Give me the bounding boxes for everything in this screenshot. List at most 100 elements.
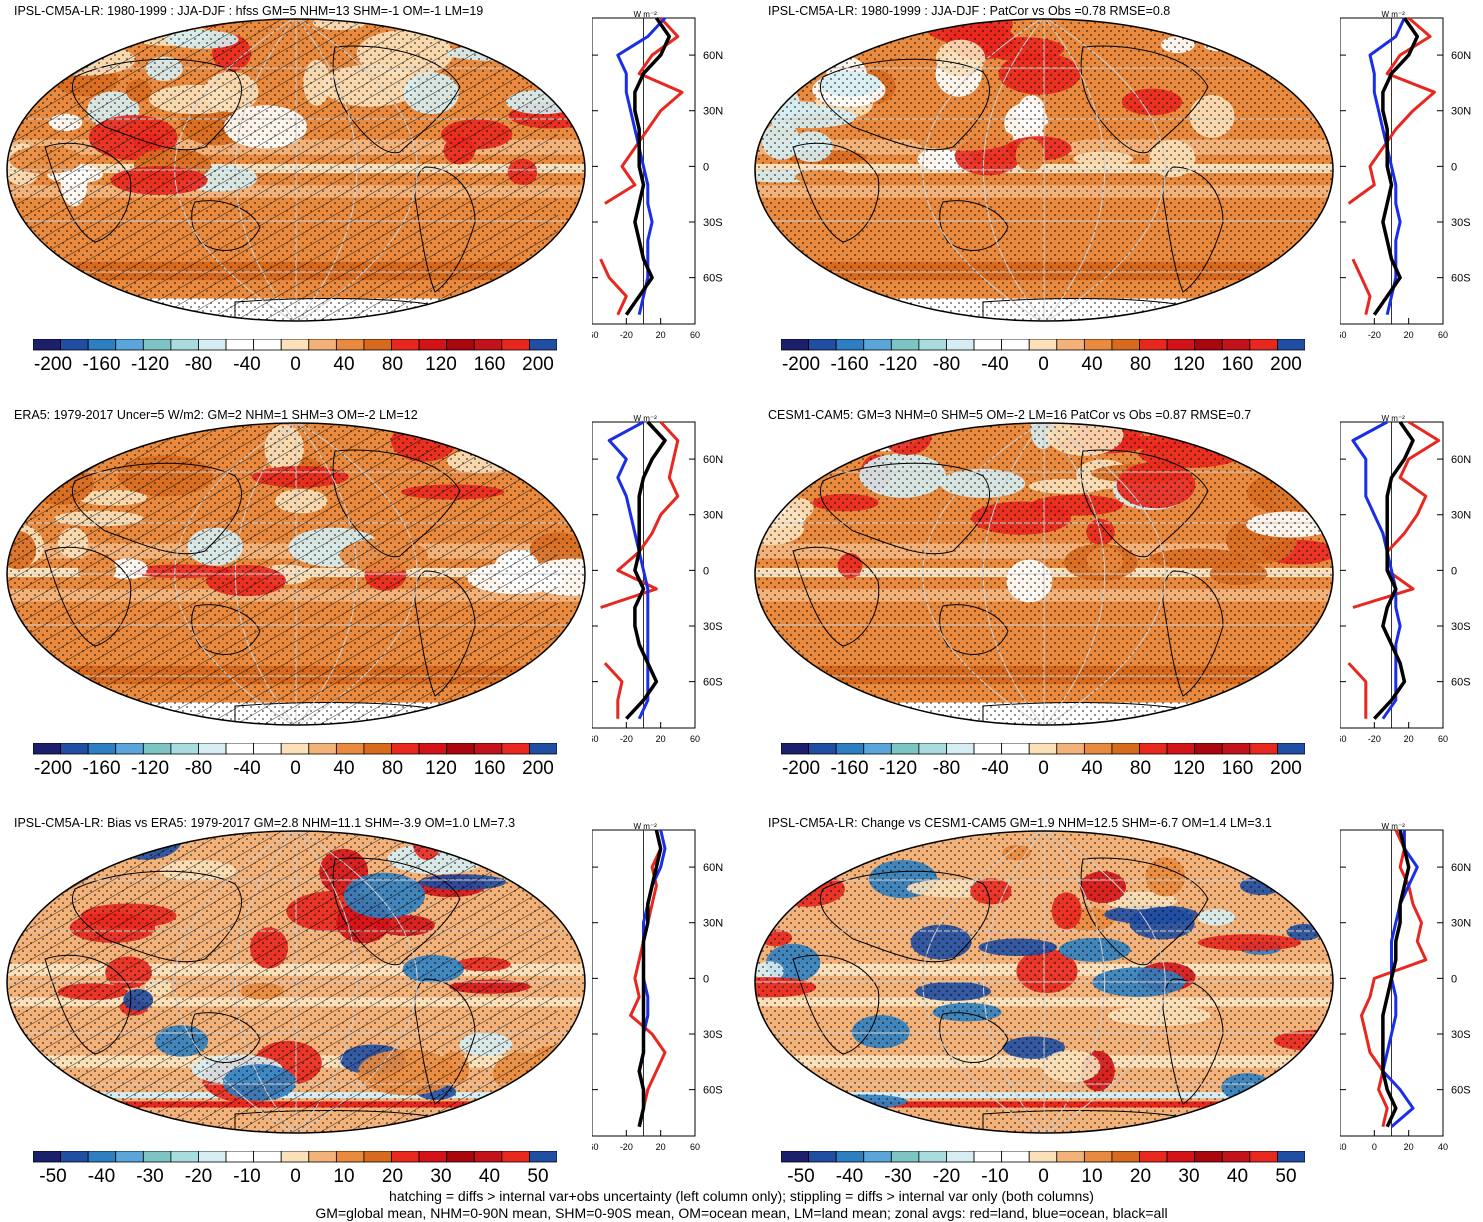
colorbar [781,1151,1305,1163]
zonal-lat-label: 60N [703,454,723,466]
map-title: IPSL-CM5A-LR: 1980-1999 : JJA-DJF : PatC… [768,4,1171,18]
zonal-mean-plot: W m⁻² 60N 30N 0 30S 60S -60 -20 20 60 [1340,414,1471,744]
zonal-x-label: -20 [1368,734,1381,744]
colorbar-tick-label: -200 [33,758,73,779]
colorbar-labels: -200 -160 -120 -80 -40 0 40 80 120 160 200 [781,354,1305,378]
zonal-series-all [624,16,672,316]
zonal-x-label: -40 [1340,1142,1347,1152]
colorbar-tick-label: 80 [381,758,404,779]
zonal-lat-label: 60S [1451,1085,1471,1097]
zonal-x-label: 20 [1404,330,1414,340]
colorbar [33,743,557,755]
colorbar-tick-label: 40 [1081,758,1103,779]
panel-cesm: CESM1-CAM5: GM=3 NHM=0 SHM=5 OM=-2 LM=16… [748,404,1483,804]
zonal-x-label: -60 [592,330,599,340]
zonal-lat-label: 0 [703,565,709,577]
colorbar-tick-label: -200 [781,354,821,375]
colorbar-tick-label: 120 [1173,758,1205,779]
colorbar-tick-label: -20 [184,1166,213,1187]
zonal-x-label: -60 [1340,330,1347,340]
zonal-x-label: -20 [620,330,633,340]
colorbar-tick-label: 200 [1270,758,1302,779]
panel-model-season-diff: IPSL-CM5A-LR: 1980-1999 : JJA-DJF : hfss… [0,0,740,400]
colorbar-tick-label: -160 [82,354,121,375]
colorbar-tick-label: -40 [233,354,261,375]
map-title: IPSL-CM5A-LR: Change vs CESM1-CAM5 GM=1.… [768,816,1273,830]
zonal-lat-label: 30N [1451,510,1471,522]
colorbar-tick-label: -80 [932,354,961,375]
colorbar-tick-label: -30 [136,1166,164,1187]
zonal-lat-label: 60N [703,50,723,62]
map-title: IPSL-CM5A-LR: Bias vs ERA5: 1979-2017 GM… [14,816,516,830]
colorbar-tick-label: 30 [1178,1166,1200,1187]
colorbar-tick-label: 0 [290,758,301,779]
colorbar-tick-label: -120 [878,758,918,779]
colorbar-tick-label: -120 [878,354,918,375]
colorbar-tick-label: -200 [33,354,73,375]
colorbar-tick-label: 200 [522,758,554,779]
map-title: CESM1-CAM5: GM=3 NHM=0 SHM=5 OM=-2 LM=16… [768,408,1252,422]
colorbar-labels: -200 -160 -120 -80 -40 0 40 80 120 160 200 [33,758,557,782]
colorbar-tick-label: -20 [932,1166,961,1187]
colorbar-tick-label: -50 [39,1166,67,1187]
panel-bias-era5: IPSL-CM5A-LR: Bias vs ERA5: 1979-2017 GM… [0,812,740,1212]
zonal-lat-label: 0 [1451,161,1457,173]
zonal-series-all [1373,420,1415,720]
zonal-x-label: 60 [690,330,700,340]
zonal-lat-label: 60N [1451,454,1471,466]
colorbar-tick-label: 0 [1038,758,1049,779]
panel-era5: ERA5: 1979-2017 Uncer=5 W/m2: GM=2 NHM=1… [0,404,740,804]
colorbar-tick-label: 80 [1129,354,1152,375]
zonal-mean-plot: W m⁻² 60N 30N 0 30S 60S -60 -20 20 60 [592,822,723,1152]
zonal-series-land [600,420,680,719]
zonal-x-label: 60 [1438,330,1448,340]
colorbar-tick-label: -120 [130,758,170,779]
colorbar [33,1151,557,1163]
zonal-lat-label: 30N [703,106,723,118]
unit-label: W m⁻² [1382,10,1406,19]
colorbar-labels: -50 -40 -30 -20 -10 0 10 20 30 40 50 [781,1166,1305,1190]
zonal-series-ocean [1351,420,1402,720]
colorbar-tick-label: 20 [381,1166,404,1187]
zonal-x-label: 20 [656,734,666,744]
footer-line-2: GM=global mean, NHM=0-90N mean, SHM=0-90… [315,1205,1168,1221]
zonal-lat-label: 0 [703,161,709,173]
zonal-lat-label: 30S [703,1029,723,1041]
zonal-lat-label: 30N [703,510,723,522]
zonal-series-ocean [607,420,650,720]
colorbar-tick-label: 120 [425,758,457,779]
colorbar-tick-label: -40 [981,758,1009,779]
panel-change-cesm: IPSL-CM5A-LR: Change vs CESM1-CAM5 GM=1.… [748,812,1483,1212]
colorbar-tick-label: 0 [1038,1166,1049,1187]
colorbar-tick-label: 30 [430,1166,452,1187]
colorbar-tick-label: -80 [184,758,213,779]
zonal-lat-label: 60S [703,1085,723,1097]
colorbar-tick-label: -40 [87,1166,116,1187]
zonal-mean-plot: W m⁻² 60N 30N 0 30S 60S -60 -20 20 60 [592,10,723,340]
zonal-x-label: 40 [1438,1142,1448,1152]
colorbar-tick-label: -50 [787,1166,815,1187]
zonal-lat-label: 60S [703,677,723,689]
zonal-x-label: -60 [592,734,599,744]
zonal-series-all [1372,16,1420,316]
zonal-series-all [637,829,663,1128]
unit-label: W m⁻² [634,414,658,423]
colorbar-tick-label: 80 [381,354,404,375]
colorbar-tick-label: 160 [473,758,506,779]
map-title: IPSL-CM5A-LR: 1980-1999 : JJA-DJF : hfss… [14,4,484,18]
zonal-lat-label: 60S [1451,677,1471,689]
zonal-lat-label: 30N [703,918,723,930]
footer-notes: hatching = diffs > internal var+obs unce… [0,1188,1483,1222]
zonal-lat-label: 60S [1451,273,1471,285]
zonal-series-land [599,16,684,316]
colorbar-labels: -50 -40 -30 -20 -10 0 10 20 30 40 50 [33,1166,557,1190]
map-title: ERA5: 1979-2017 Uncer=5 W/m2: GM=2 NHM=1… [14,408,418,422]
colorbar-labels: -200 -160 -120 -80 -40 0 40 80 120 160 200 [33,354,557,378]
zonal-x-label: -60 [1340,734,1347,744]
zonal-x-label: 60 [1438,734,1448,744]
zonal-x-label: 20 [1404,734,1414,744]
colorbar-tick-label: -40 [835,1166,864,1187]
colorbar-tick-label: 120 [425,354,457,375]
zonal-lat-label: 60N [1451,862,1471,874]
zonal-x-label: -20 [1368,330,1381,340]
